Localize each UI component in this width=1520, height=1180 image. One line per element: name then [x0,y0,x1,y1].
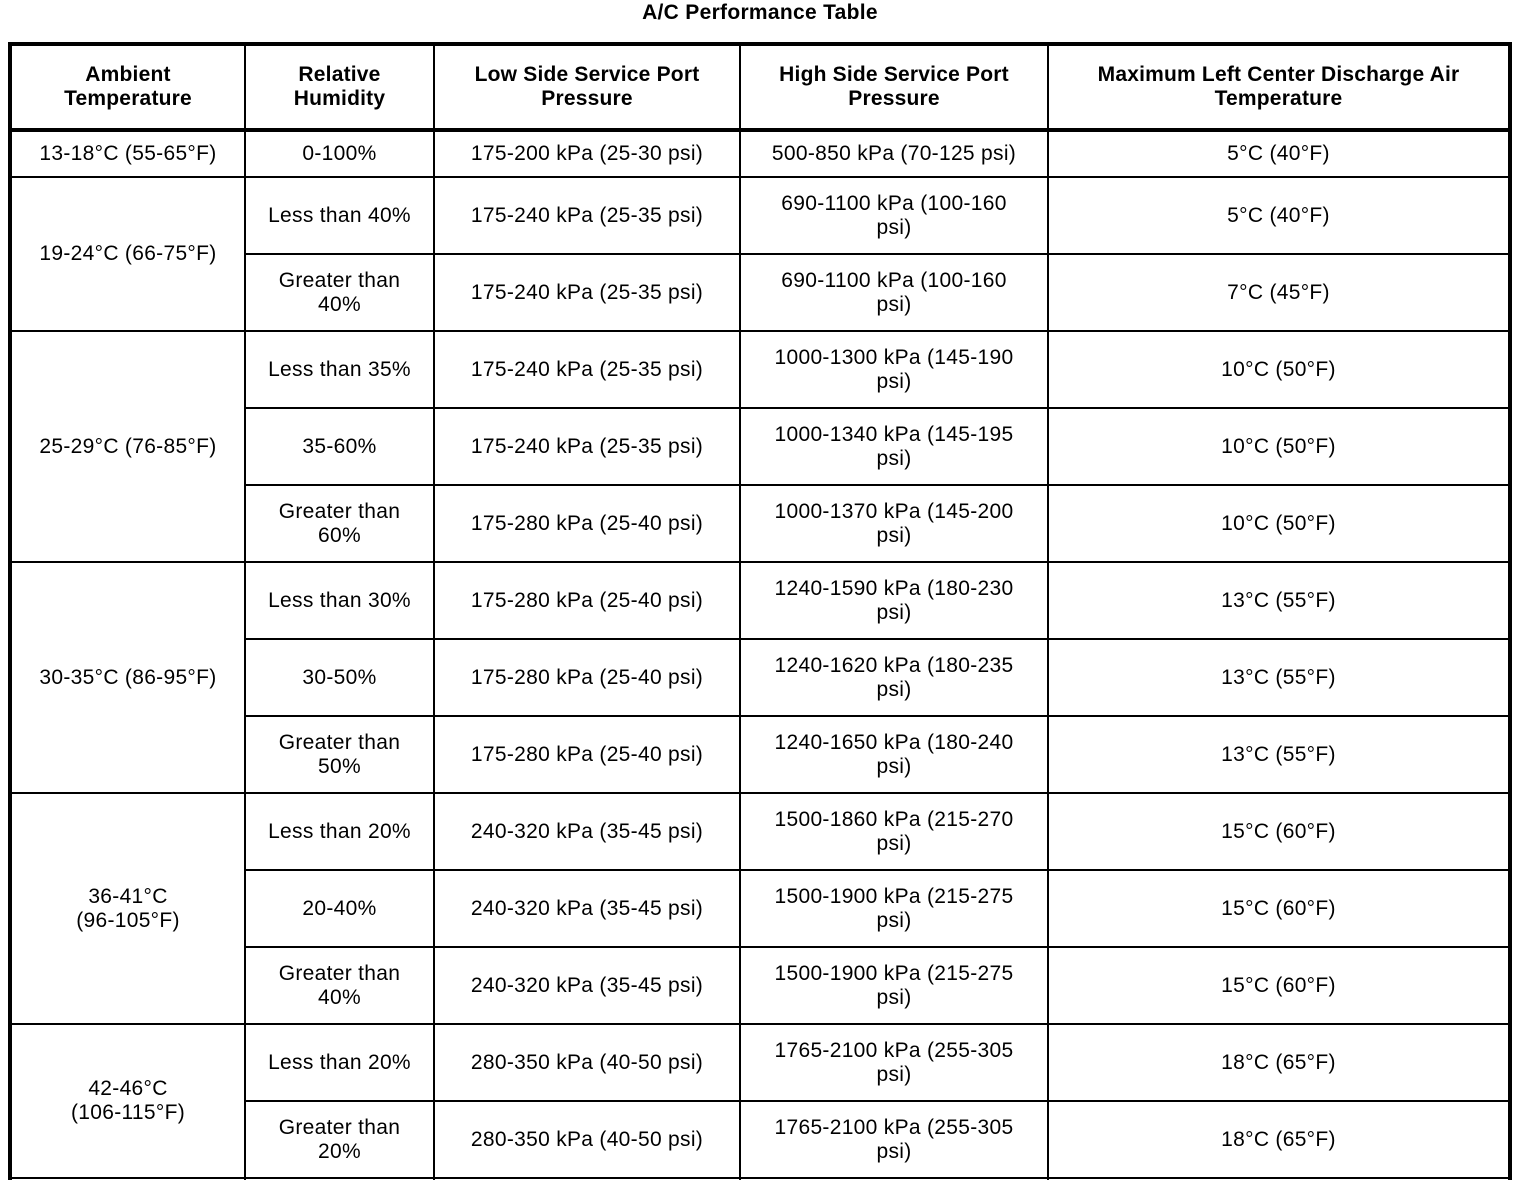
table-row: 30-35°C (86-95°F) Less than 30% 175-280 … [9,561,1511,794]
low-pressure-cell: 280-350 kPa (40-50 psi) [433,1100,741,1179]
ambient-cell: 25-29°C (76-85°F) [9,330,246,563]
table-row: 30-50% 175-280 kPa (25-40 psi) 1240-1620… [10,638,1511,717]
table-title: A/C Performance Table [642,1,878,24]
low-pressure-cell: 175-200 kPa (25-30 psi) [433,129,741,178]
humidity-cell: Greater than 60% [244,484,435,563]
discharge-temp-cell: 10°C (50°F) [1047,407,1511,486]
table-header: Ambient Temperature Relative Humidity Lo… [9,43,1511,132]
low-pressure-cell: 280-350 kPa (40-50 psi) [433,1023,741,1102]
discharge-temp-cell: 15°C (60°F) [1047,792,1511,871]
ambient-cell: 36-41°C (96-105°F) [9,792,246,1025]
table-row: 20-40% 240-320 kPa (35-45 psi) 1500-1900… [10,869,1511,948]
low-pressure-cell: 175-280 kPa (25-40 psi) [433,638,741,717]
high-pressure-cell: 500-850 kPa (70-125 psi) [739,129,1049,178]
high-pressure-cell: 1000-1300 kPa (145-190 psi) [739,330,1049,409]
col-header-high-side-pressure: High Side Service Port Pressure [739,43,1049,132]
discharge-temp-cell: 20°C (70°F) [1047,1177,1511,1180]
high-pressure-cell: 1765-2100 kPa (255-305 psi) [739,1100,1049,1179]
high-pressure-cell: 690-1100 kPa (100-160 psi) [739,176,1049,255]
low-pressure-cell: 175-280 kPa (25-40 psi) [433,484,741,563]
discharge-temp-cell: 5°C (40°F) [1047,176,1511,255]
high-pressure-cell: 1000-1370 kPa (145-200 psi) [739,484,1049,563]
discharge-temp-cell: 18°C (65°F) [1047,1100,1511,1179]
discharge-temp-cell: 13°C (55°F) [1047,638,1511,717]
humidity-cell: 30-50% [244,638,435,717]
high-pressure-cell: 1000-1340 kPa (145-195 psi) [739,407,1049,486]
low-pressure-cell: 175-280 kPa (25-40 psi) [433,561,741,640]
humidity-cell: 20-40% [244,869,435,948]
high-pressure-cell: 1500-1900 kPa (215-275 psi) [739,869,1049,948]
discharge-temp-cell: 15°C (60°F) [1047,946,1511,1025]
table-row: Greater than 40% 175-240 kPa (25-35 psi)… [10,253,1511,332]
low-pressure-cell: 175-240 kPa (25-35 psi) [433,253,741,332]
low-pressure-cell: 240-320 kPa (35-45 psi) [433,792,741,871]
low-pressure-cell: 175-240 kPa (25-35 psi) [433,407,741,486]
low-pressure-cell: 240-320 kPa (35-45 psi) [433,869,741,948]
col-header-relative-humidity: Relative Humidity [244,43,435,132]
humidity-cell: Less than 35% [244,330,435,409]
high-pressure-cell: 1500-1860 kPa (215-270 psi) [739,792,1049,871]
discharge-temp-cell: 13°C (55°F) [1047,561,1511,640]
table-row: Greater than 60% 175-280 kPa (25-40 psi)… [10,484,1511,563]
table-row: Greater than 20% 280-350 kPa (40-50 psi)… [10,1100,1511,1179]
humidity-cell: 35-60% [244,407,435,486]
high-pressure-cell: 1500-1900 kPa (215-275 psi) [739,946,1049,1025]
ambient-cell: 13-18°C (55-65°F) [9,129,246,178]
ambient-cell: 42-46°C (106-115°F) [9,1023,246,1179]
table-row: 36-41°C (96-105°F) Less than 20% 240-320… [9,792,1511,1025]
humidity-cell: Greater than 40% [244,946,435,1025]
discharge-temp-cell: 18°C (65°F) [1047,1023,1511,1102]
humidity-cell: Greater than 20% [244,1100,435,1179]
discharge-temp-cell: 5°C (40°F) [1047,129,1511,178]
table-row: 19-24°C (66-75°F) Less than 40% 175-240 … [9,176,1511,332]
discharge-temp-cell: 13°C (55°F) [1047,715,1511,794]
table-row: 35-60% 175-240 kPa (25-35 psi) 1000-1340… [10,407,1511,486]
high-pressure-cell: 1240-1620 kPa (180-235 psi) [739,638,1049,717]
discharge-temp-cell: 10°C (50°F) [1047,330,1511,409]
high-pressure-cell: 1240-1650 kPa (180-240 psi) [739,715,1049,794]
humidity-cell: 0-100% [244,129,435,178]
humidity-cell: Less than 20% [244,1023,435,1102]
col-header-low-side-pressure: Low Side Service Port Pressure [433,43,741,132]
low-pressure-cell: 240-320 kPa (35-45 psi) [433,946,741,1025]
humidity-cell: Below 30% [244,1177,435,1180]
table-row: 13-18°C (55-65°F) 0-100% 175-200 kPa (25… [9,129,1511,178]
high-pressure-cell: 1765-2100 kPa (255-305 psi) [739,1023,1049,1102]
humidity-cell: Less than 40% [244,176,435,255]
humidity-cell: Greater than 40% [244,253,435,332]
humidity-cell: Less than 30% [244,561,435,640]
header-row: Ambient Temperature Relative Humidity Lo… [9,43,1511,132]
table-row: 47-49°C (116-120°F) Below 30% 320-380 kP… [9,1177,1511,1180]
table-row: Greater than 50% 175-280 kPa (25-40 psi)… [10,715,1511,794]
ambient-cell: 30-35°C (86-95°F) [9,561,246,794]
ambient-cell: 47-49°C (116-120°F) [9,1177,246,1180]
high-pressure-cell: 1240-1590 kPa (180-230 psi) [739,561,1049,640]
col-header-ambient-temperature: Ambient Temperature [9,43,246,132]
ambient-cell: 19-24°C (66-75°F) [9,176,246,332]
high-pressure-cell: 2000-2240 kPa (290-325 psi) [739,1177,1049,1180]
high-pressure-cell: 690-1100 kPa (100-160 psi) [739,253,1049,332]
table-row: Greater than 40% 240-320 kPa (35-45 psi)… [10,946,1511,1025]
low-pressure-cell: 175-240 kPa (25-35 psi) [433,176,741,255]
humidity-cell: Greater than 50% [244,715,435,794]
low-pressure-cell: 175-280 kPa (25-40 psi) [433,715,741,794]
low-pressure-cell: 320-380 kPa (45-55 psi) [433,1177,741,1180]
low-pressure-cell: 175-240 kPa (25-35 psi) [433,330,741,409]
discharge-temp-cell: 7°C (45°F) [1047,253,1511,332]
table-row: 42-46°C (106-115°F) Less than 20% 280-35… [9,1023,1511,1179]
humidity-cell: Less than 20% [244,792,435,871]
discharge-temp-cell: 10°C (50°F) [1047,484,1511,563]
discharge-temp-cell: 15°C (60°F) [1047,869,1511,948]
ac-performance-table: Ambient Temperature Relative Humidity Lo… [8,42,1512,1180]
table-row: 25-29°C (76-85°F) Less than 35% 175-240 … [9,330,1511,563]
col-header-discharge-air-temperature: Maximum Left Center Discharge Air Temper… [1047,43,1511,132]
